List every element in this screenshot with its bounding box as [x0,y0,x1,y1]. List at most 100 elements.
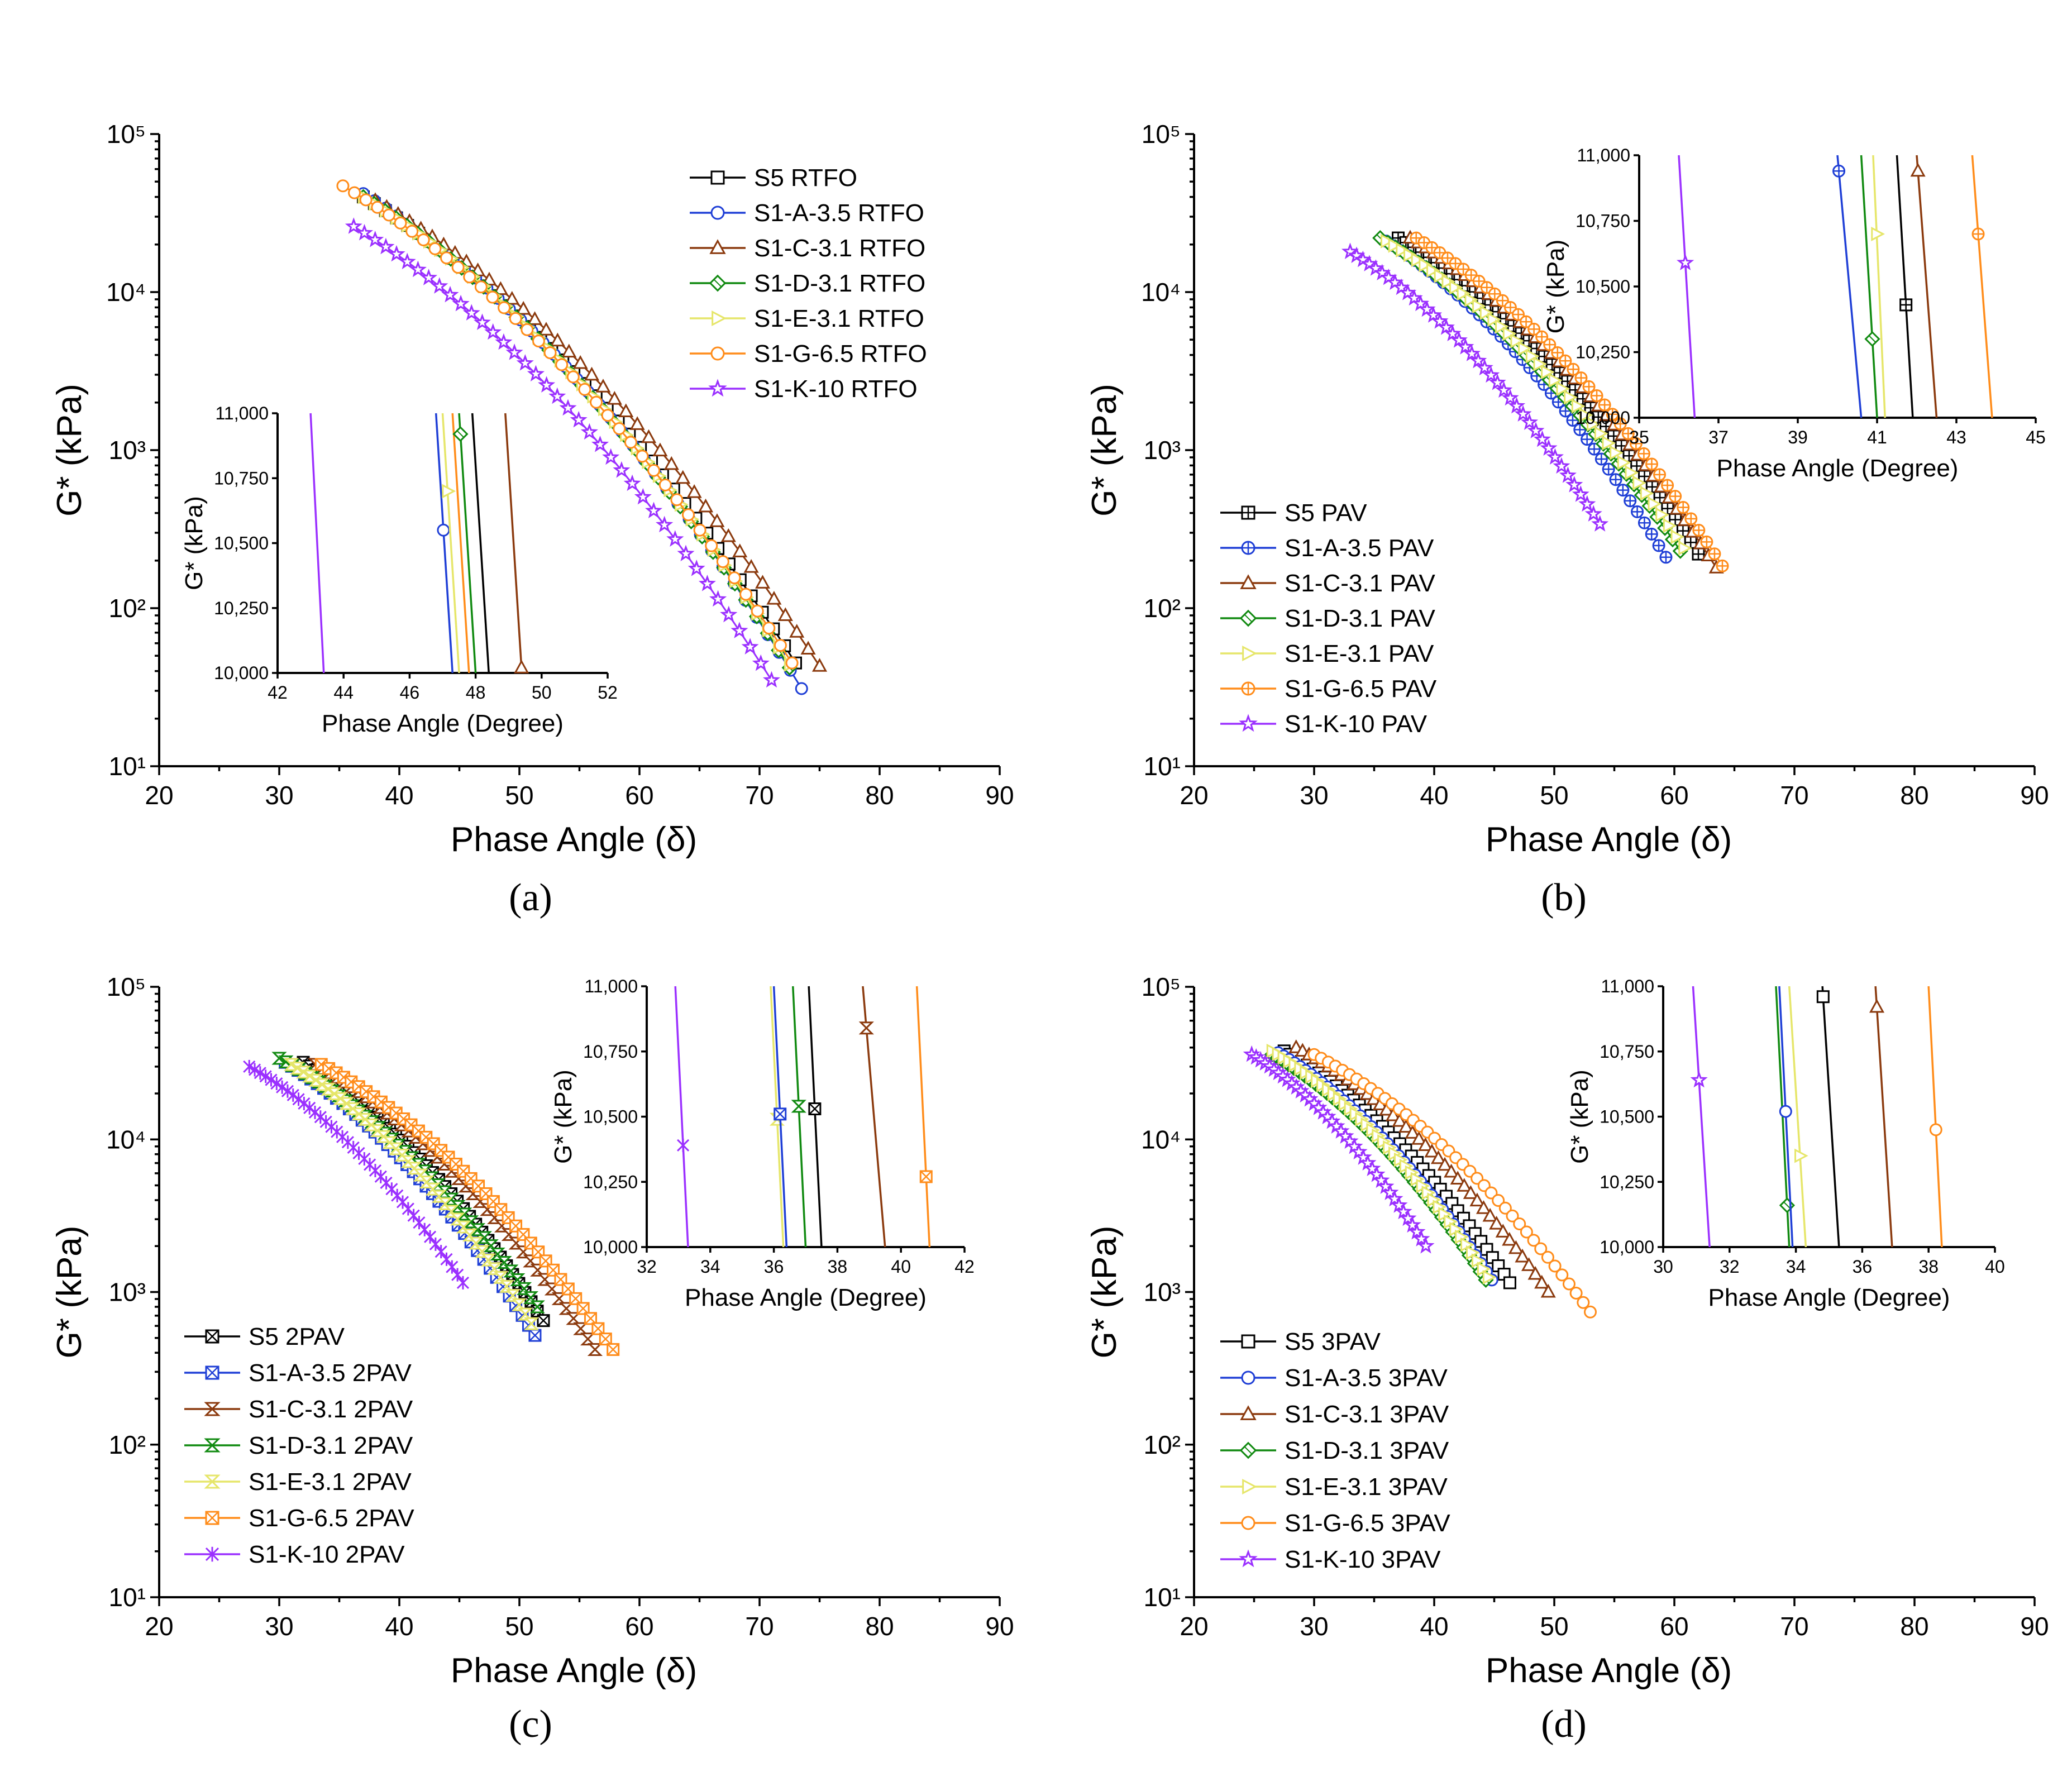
panel-d-data-point [1381,1183,1399,1200]
panel-a-data-point [766,591,782,605]
panel-d-inset-xtick-label: 34 [1786,1257,1806,1277]
panel-b-data-point-cross [1617,484,1629,496]
panel-b-data-point-cross [1615,418,1626,429]
panel-a-legend-marker [708,379,727,397]
panel-b-data-point [1381,233,1395,249]
panel-b-caption: (b) [1541,876,1587,919]
panel-b-data-point-cross [1677,525,1689,537]
panel-b-inset-xtick-label: 39 [1788,427,1808,447]
panel-b-inset-xtick-label: 35 [1629,427,1649,447]
panel-b-inset-ylabel: G* (kPa) [1542,240,1569,334]
panel-b-data-point [1464,292,1479,307]
panel-c-data-point [254,1066,266,1080]
panel-a-data-point [623,474,641,491]
panel-c-xtick-label: 50 [505,1612,533,1641]
panel-c-data-point [327,1087,342,1101]
panel-b-ytick-label: 10³ [1144,436,1181,465]
panel-c-data-point [537,1273,553,1286]
panel-b-data-point [1411,252,1425,268]
panel-b-data-point-cross [1654,469,1665,480]
panel-a-data-point [561,343,577,358]
panel-c-series-1 [279,1056,542,1342]
panel-c-data-point [505,1289,521,1302]
panel-d-xtick-label: 70 [1780,1612,1808,1641]
panel-c-inset-line [791,986,807,1248]
panel-a-data-point [336,179,350,193]
panel-a-data-point [670,493,684,507]
panel-b-data-point [1610,445,1624,460]
panel-a-data-point [428,242,442,255]
panel-c-data-point [517,1307,533,1321]
panel-b-series-6 [1341,242,1609,532]
panel-a-data-point [580,423,598,440]
panel-d-data-point [1430,1150,1446,1164]
panel-c-data-point [281,1084,294,1098]
panel-c-legend-marker-cross [206,1366,219,1379]
panel-b-data-point-cross [1567,364,1579,375]
panel-a-data-point [521,323,534,336]
panel-b-data-point-cross [1631,506,1643,518]
panel-a-xtick-label: 80 [865,781,894,810]
panel-c-xtick-label: 40 [385,1612,413,1641]
panel-a-inset-ytick-label: 10,000 [214,663,269,683]
panel-b-data-point-cross [1677,502,1689,513]
panel-d-data-point [1408,1222,1426,1240]
panel-b-inset-line [1836,155,1863,418]
panel-d-data-point [1489,1215,1505,1230]
panel-a-inset-line [504,413,523,674]
panel-b-legend-label: S1-K-10 PAV [1285,710,1428,738]
panel-b-data-point-cross [1426,242,1438,254]
panel-c-legend-label: S1-E-3.1 2PAV [249,1468,412,1496]
panel-b-data-point [1534,430,1551,447]
panel-d-series-2 [1288,1039,1556,1298]
panel-b-data-point [1396,242,1410,257]
panel-d-inset-marker [1779,1105,1792,1118]
panel-d-series-4 [1266,1043,1497,1285]
panel-d-legend-label: S1-A-3.5 3PAV [1285,1364,1448,1392]
panel-c-inset-marker-cross [920,1171,933,1183]
panel-c-data-point [321,1082,336,1096]
panel-b-data-point-cross [1646,481,1658,493]
panel-c-data-point [295,1066,312,1079]
panel-a-inset-marker [442,484,456,499]
panel-c-data-point [276,1080,289,1094]
panel-a-data-point [629,416,645,430]
panel-b-data-point-cross [1560,405,1572,417]
panel-b-data-point [1533,356,1548,371]
panel-c-xtick-label: 90 [985,1612,1014,1641]
panel-b-data-point-cross [1588,443,1600,455]
panel-d-data-point [1534,1242,1548,1255]
panel-a-series-line [342,185,793,663]
panel-a-data-point [417,233,430,247]
panel-c-data-point [287,1088,299,1102]
panel-c-inset-xlabel: Phase Angle (Degree) [685,1284,927,1311]
panel-d-xtick-label: 50 [1540,1612,1568,1641]
panel-c-data-point [503,1264,519,1278]
panel-c-inset-ytick-label: 10,750 [583,1042,638,1062]
panel-b-inset-marker-cross [1973,228,1984,240]
panel-b-legend-marker [1240,574,1257,589]
panel-b-data-point [1508,397,1526,414]
panel-b-data-point-cross [1685,513,1697,524]
panel-c-inset-xtick-label: 32 [637,1257,657,1277]
panel-b-inset-ytick-label: 10,500 [1576,276,1630,297]
panel-c-caption: (c) [509,1703,552,1746]
panel-c-data-point [278,1055,294,1068]
panel-a-data-point [394,216,407,230]
panel-c-data-point [302,1069,318,1083]
panel-a-inset-axes [276,413,608,674]
panel-b-inset-xtick-label: 45 [2026,427,2046,447]
panel-b-inset-line [1872,155,1886,418]
panel-a-data-point [543,346,557,360]
panel-b-data-point [1510,333,1525,348]
panel-d-inset-marker-cross [1783,1201,1791,1209]
panel-c-data-point [292,1092,305,1106]
panel-c-ytick-label: 10⁵ [107,972,146,1001]
panel-a-data-point [498,301,511,314]
panel-a-data-point [720,605,738,623]
panel-c-inset-axes [646,986,965,1248]
panel-d-inset-ytick-label: 10,000 [1600,1237,1654,1257]
panel-c-ytick-label: 10³ [109,1278,146,1307]
panel-c-xtick-label: 70 [745,1612,774,1641]
panel-d-data-point [1534,1274,1550,1289]
